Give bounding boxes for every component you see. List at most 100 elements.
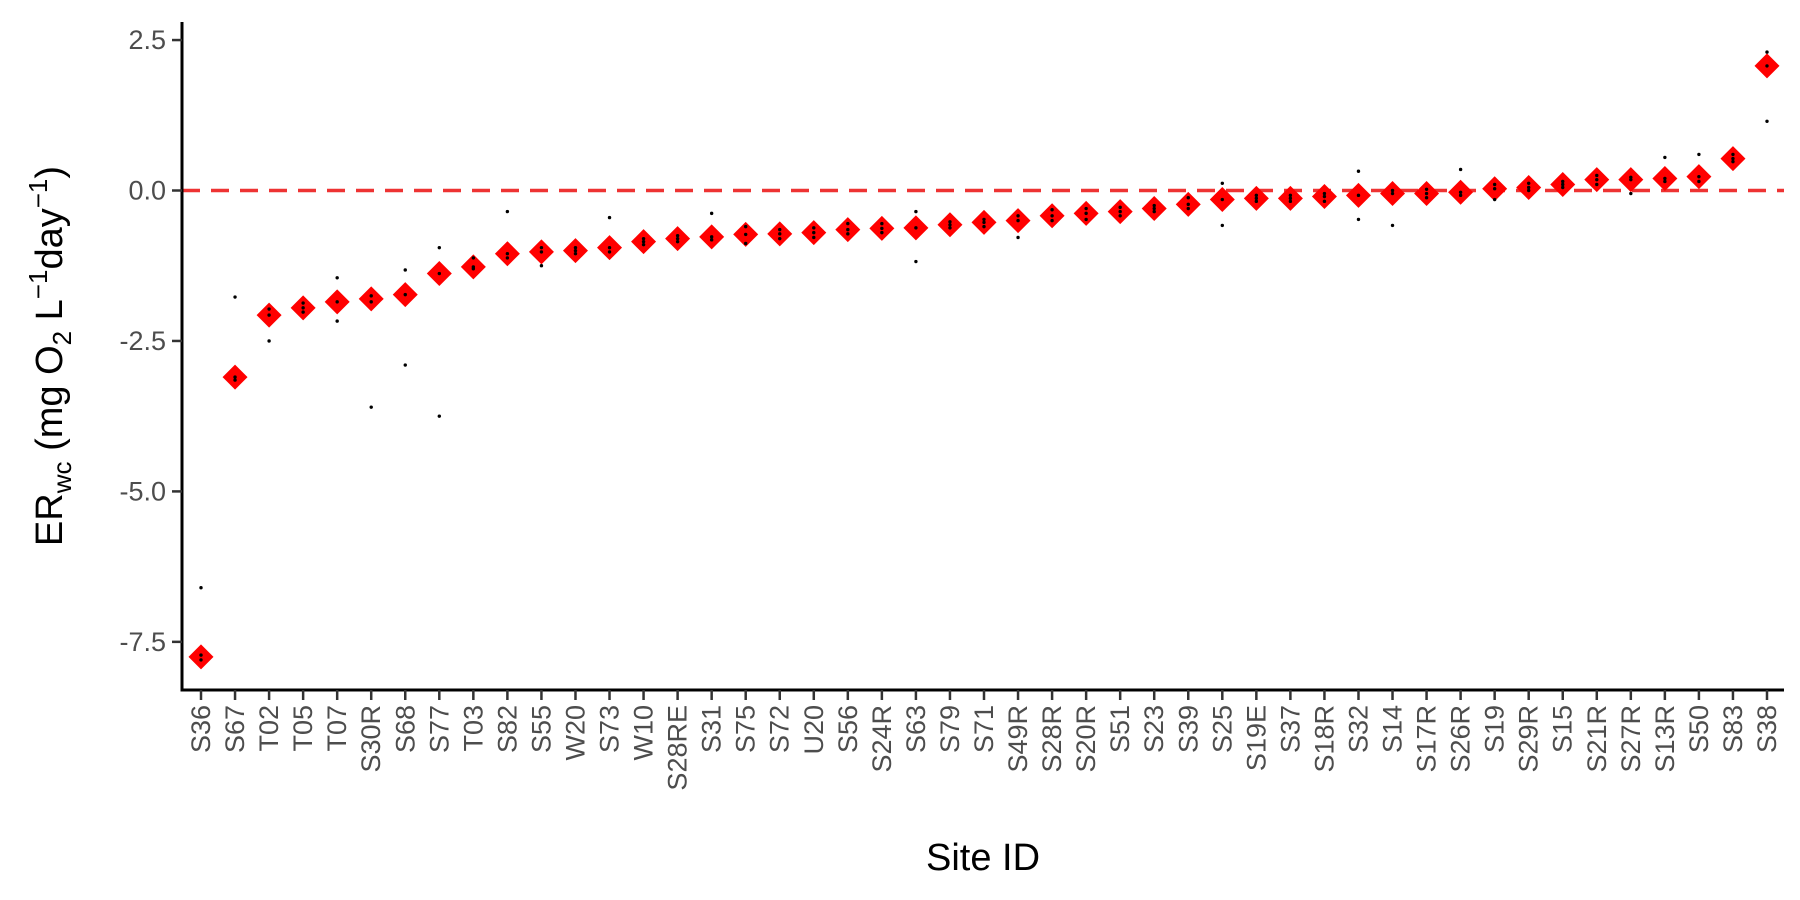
observation-point: [437, 271, 442, 276]
x-tick-label: S18R: [1309, 705, 1339, 773]
observation-point: [607, 215, 612, 220]
observation-point: [505, 251, 510, 256]
observation-point: [1731, 156, 1735, 161]
observation-point: [233, 378, 237, 382]
observation-point: [335, 300, 339, 304]
x-tick-label: S75: [731, 705, 761, 753]
observation-point: [1084, 217, 1088, 222]
y-tick-label: 0.0: [128, 176, 166, 206]
observation-point: [1561, 182, 1565, 187]
observation-point: [1186, 196, 1190, 200]
observation-point: [709, 235, 714, 239]
observation-point: [573, 251, 578, 256]
observation-point: [1288, 193, 1293, 198]
x-tick-label: S37: [1275, 705, 1305, 753]
x-tick-label: T05: [288, 705, 318, 752]
x-tick-label: S50: [1684, 705, 1714, 753]
y-title-unit-open: (mg O: [29, 345, 71, 461]
observation-point: [914, 226, 918, 230]
observation-point: [539, 250, 544, 254]
observation-point: [1595, 182, 1599, 187]
x-tick-label: S36: [186, 705, 216, 753]
observation-point: [1595, 177, 1599, 182]
observation-point: [982, 217, 986, 222]
observation-point: [675, 239, 680, 244]
observation-point: [1492, 197, 1497, 202]
y-tick-label: -2.5: [119, 326, 166, 356]
observation-point: [437, 414, 442, 418]
observation-point: [1186, 202, 1190, 207]
observation-point: [675, 233, 680, 238]
observation-point: [1152, 203, 1156, 208]
observation-point: [948, 220, 952, 224]
observation-point: [301, 310, 305, 314]
observation-point: [1390, 191, 1395, 196]
x-tick-label: S49R: [1003, 705, 1033, 773]
observation-point: [778, 236, 782, 241]
observation-point: [1390, 188, 1395, 193]
x-axis-title: Site ID: [926, 837, 1040, 879]
observation-point: [1458, 190, 1463, 195]
x-tick-label: S77: [424, 705, 454, 753]
observation-point: [1526, 181, 1531, 185]
y-tick-label: -7.5: [119, 627, 166, 657]
mean-marker: [358, 286, 384, 312]
y-title-main: ER: [29, 493, 71, 546]
observation-point: [267, 307, 271, 311]
observation-point: [880, 226, 884, 231]
observation-point: [539, 245, 544, 250]
observation-point: [1629, 177, 1633, 182]
x-tick-label: S19E: [1241, 705, 1271, 771]
observation-point: [1697, 174, 1701, 179]
observation-point: [948, 226, 952, 230]
plot-area: [182, 50, 1784, 670]
observation-point: [982, 220, 986, 225]
y-tick-label: 2.5: [128, 25, 166, 55]
x-axis-ticks: S36 S67 T02 T05 T07 S30R S68 S77 T03 S82 S55 W20 S73…: [186, 690, 1782, 791]
y-axis-ticks: 2.5 0.0 -2.5 -5.0 -7.5: [119, 25, 182, 657]
observation-point: [301, 306, 305, 310]
x-tick-label: S28R: [1037, 705, 1067, 773]
observation-point: [403, 363, 407, 367]
observation-point: [1356, 169, 1361, 173]
observation-point: [1765, 50, 1769, 54]
x-tick-label: S51: [1105, 705, 1135, 753]
observation-point: [1118, 205, 1122, 210]
x-tick-label: S55: [526, 705, 556, 753]
x-tick-label: S19: [1480, 705, 1510, 753]
observation-point: [914, 209, 918, 214]
observation-point: [1186, 206, 1190, 211]
observation-point: [1663, 179, 1667, 184]
observation-point: [880, 230, 884, 235]
observation-point: [403, 268, 407, 272]
x-tick-label: S68: [390, 705, 420, 753]
y-tick-label: -5.0: [119, 476, 166, 506]
y-title-unit-close: ): [29, 166, 71, 179]
x-tick-label: S82: [492, 705, 522, 753]
observation-point: [778, 232, 782, 236]
observation-point: [880, 221, 884, 226]
x-tick-label: S23: [1139, 705, 1169, 753]
observation-point: [301, 301, 305, 305]
observation-point: [1050, 214, 1054, 218]
observation-point: [1629, 191, 1633, 196]
observation-point: [335, 276, 339, 280]
observation-point: [1765, 119, 1769, 123]
x-tick-label: T03: [458, 705, 488, 752]
y-title-o2-subscript: 2: [47, 331, 77, 345]
x-tick-label: S31: [697, 705, 727, 753]
observation-point: [1084, 211, 1088, 216]
observation-point: [1526, 185, 1531, 190]
observation-point: [471, 256, 476, 260]
x-tick-label: S71: [969, 705, 999, 753]
observation-point: [1595, 173, 1599, 178]
observation-point: [743, 232, 748, 237]
observation-point: [1731, 159, 1735, 164]
observation-point: [1050, 208, 1054, 212]
observation-point: [1697, 179, 1701, 184]
observation-point: [709, 238, 714, 242]
observation-point: [267, 339, 271, 343]
observation-point: [709, 211, 714, 216]
y-title-unit-day: day: [29, 208, 71, 269]
